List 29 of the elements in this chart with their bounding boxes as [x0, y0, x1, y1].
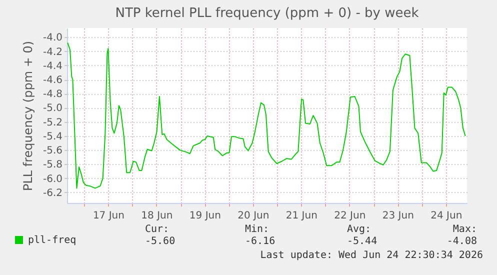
- text: Last update: Wed Jun 24 22:30:34 2026: [260, 250, 483, 262]
- y-tick-label: -5.2: [42, 117, 62, 128]
- x-tick-label: 22 Jun: [334, 210, 366, 222]
- y-axis-title: PLL frequency (ppm + 0): [20, 40, 35, 192]
- line-series: [67, 42, 466, 189]
- text: Cur: -5.60: [145, 224, 176, 248]
- y-tick-label: -5.8: [42, 160, 62, 171]
- chart-title: NTP kernel PLL frequency (ppm + 0) - by week: [115, 6, 420, 21]
- y-tick-label: -6.2: [42, 188, 62, 199]
- y-tick-label: -5.4: [42, 131, 62, 142]
- x-tick-label: 24 Jun: [430, 210, 462, 222]
- y-tick-label: -4.6: [42, 75, 62, 86]
- x-tick-label: 17 Jun: [92, 210, 124, 222]
- y-tick-label: -4.4: [42, 60, 62, 72]
- y-tick-label: -6.0: [42, 174, 62, 185]
- x-tick-label: 21 Jun: [286, 210, 318, 222]
- text: Max: -4.08: [446, 224, 477, 248]
- x-tick-label: 23 Jun: [382, 210, 414, 222]
- y-tick-label: -5.0: [42, 103, 62, 114]
- y-tick-label: -4.8: [42, 89, 62, 100]
- text: Min: -6.16: [245, 224, 276, 248]
- y-tick-label: -4.2: [42, 46, 62, 58]
- y-tick-label: -5.6: [42, 146, 62, 157]
- x-tick-label: 20 Jun: [238, 210, 270, 222]
- y-tick-label: -4.0: [42, 32, 62, 44]
- x-tick-label: 18 Jun: [141, 210, 173, 222]
- text: Avg: -5.44: [347, 224, 378, 248]
- x-tick-label: 19 Jun: [189, 210, 221, 222]
- legend-label: pll-freq: [28, 235, 76, 246]
